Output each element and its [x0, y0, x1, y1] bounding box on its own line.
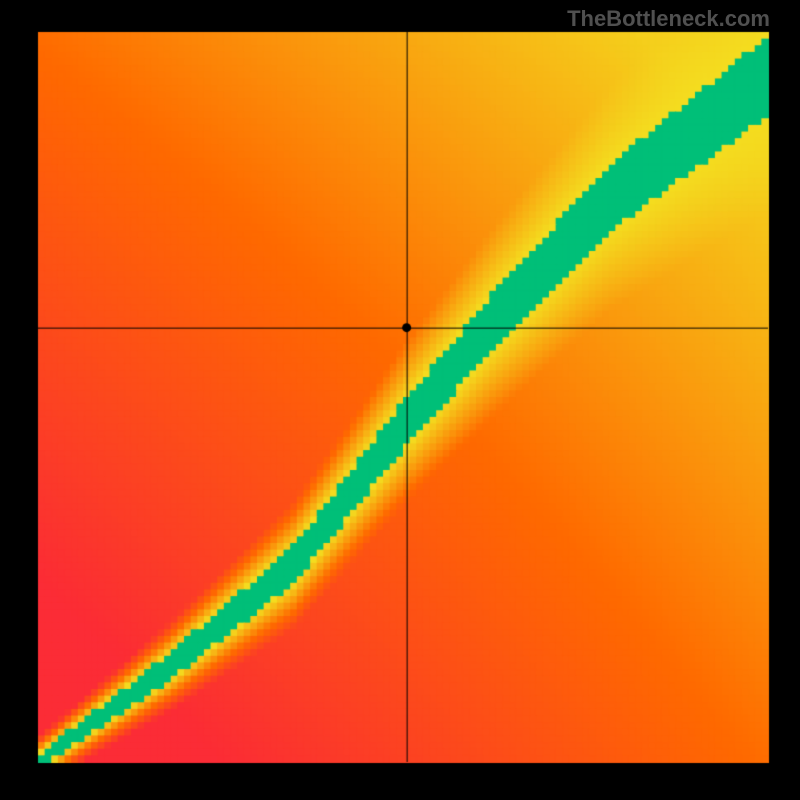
heatmap-canvas: [0, 0, 800, 800]
chart-stage: TheBottleneck.com: [0, 0, 800, 800]
watermark-text: TheBottleneck.com: [567, 6, 770, 32]
